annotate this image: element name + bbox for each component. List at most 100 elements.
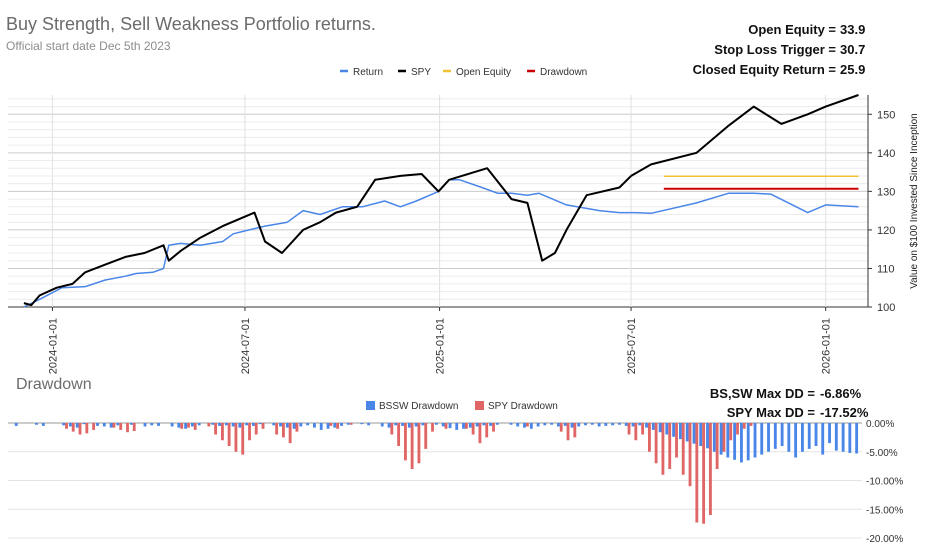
dd-bar-bssw xyxy=(794,423,798,458)
dd-bar-spy xyxy=(424,423,428,449)
x-tick-label: 2024-07-01 xyxy=(240,318,252,374)
dd-bar-bssw xyxy=(787,423,791,452)
dd-bar-bssw xyxy=(116,423,120,426)
y-tick-label: 120 xyxy=(877,225,895,237)
dd-bar-spy xyxy=(478,423,482,444)
legend-label: Drawdown xyxy=(540,67,587,78)
dd-bar-bssw xyxy=(35,423,38,425)
dd-bar-bssw xyxy=(529,423,533,429)
dd-bar-spy xyxy=(329,423,333,426)
dd-bar-bssw xyxy=(333,423,337,428)
dd-bar-bssw xyxy=(218,423,221,426)
dd-tick-label: -5.00% xyxy=(866,448,898,459)
dd-bar-spy xyxy=(85,423,89,434)
dd-bar-bssw xyxy=(692,423,696,444)
dd-bar-spy xyxy=(112,423,116,428)
dd-bar-bssw xyxy=(767,423,770,452)
x-tick-label: 2024-01-01 xyxy=(47,318,59,374)
dd-bar-spy xyxy=(261,423,265,429)
dd-legend-label: SPY Drawdown xyxy=(488,401,558,412)
dd-bar-bssw xyxy=(706,423,709,449)
y-tick-label: 130 xyxy=(877,186,895,198)
dd-bar-bssw xyxy=(306,423,310,426)
stat-stop-loss: Stop Loss Trigger = 30.7 xyxy=(650,42,870,60)
dd-bar-spy xyxy=(526,423,529,427)
dd-bar-bssw xyxy=(712,423,716,452)
dd-bar-spy xyxy=(241,423,245,455)
dd-bar-bssw xyxy=(468,423,472,428)
dd-legend-swatch xyxy=(366,401,375,410)
stat-label: BS,SW Max DD = xyxy=(709,386,815,401)
legend-label: Return xyxy=(353,67,383,78)
dd-bar-bssw xyxy=(496,423,499,425)
dd-bar-bssw xyxy=(299,423,303,427)
legend-label: Open Equity xyxy=(456,67,511,78)
dd-bar-spy xyxy=(336,423,340,429)
dd-bar-spy xyxy=(444,423,448,429)
series-line-return xyxy=(23,179,859,308)
dd-legend-swatch xyxy=(475,401,484,410)
dd-bar-bssw xyxy=(828,423,831,444)
dd-bar-bssw xyxy=(258,423,262,425)
dd-bar-bssw xyxy=(272,423,276,426)
equity-stats: Open Equity = 33.9 Stop Loss Trigger = 3… xyxy=(650,22,870,82)
dd-bar-bssw xyxy=(75,423,79,428)
dd-bar-bssw xyxy=(401,423,404,426)
dd-bar-spy xyxy=(214,423,218,435)
dd-bar-spy xyxy=(559,423,563,432)
dd-bar-bssw xyxy=(82,423,86,425)
dd-bar-bssw xyxy=(821,423,825,455)
dd-bar-bssw xyxy=(285,423,289,428)
dd-bar-spy xyxy=(234,423,238,452)
dd-bar-spy xyxy=(132,423,136,432)
stat-value: 30.7 xyxy=(840,42,866,57)
legend-label: SPY xyxy=(411,67,431,78)
dd-bar-bssw xyxy=(536,423,540,427)
dd-bar-bssw xyxy=(597,423,601,427)
dd-bar-spy xyxy=(742,423,746,429)
dd-bar-spy xyxy=(634,423,638,441)
dd-bar-bssw xyxy=(279,423,282,427)
dd-bar-bssw xyxy=(475,423,479,427)
dd-bar-bssw xyxy=(557,423,560,427)
dd-bar-bssw xyxy=(360,423,364,425)
dd-bar-spy xyxy=(681,423,685,475)
dd-bar-bssw xyxy=(584,423,587,426)
dd-bar-bssw xyxy=(834,423,838,451)
stat-value: -6.86% xyxy=(820,386,862,401)
dd-bar-bssw xyxy=(62,423,66,426)
dd-bar-spy xyxy=(193,423,197,430)
dd-bar-spy xyxy=(492,423,495,432)
dd-bar-bssw xyxy=(543,423,547,426)
dd-bar-bssw xyxy=(455,423,459,430)
dd-bar-spy xyxy=(180,423,184,429)
dd-bar-spy xyxy=(254,423,258,435)
dd-bar-bssw xyxy=(733,423,737,460)
dd-bar-spy xyxy=(119,423,123,430)
dd-bar-bssw xyxy=(319,423,323,430)
dd-bar-spy xyxy=(702,423,706,524)
dd-bar-bssw xyxy=(441,423,445,427)
stat-bssw-max-dd: BS,SW Max DD = -6.86% xyxy=(660,386,875,404)
dd-bar-spy xyxy=(729,423,733,441)
dd-bar-spy xyxy=(749,423,753,426)
dd-bar-bssw xyxy=(746,423,750,461)
dd-bar-spy xyxy=(485,423,489,438)
dd-bar-bssw xyxy=(130,423,133,425)
stat-open-equity: Open Equity = 33.9 xyxy=(650,22,870,40)
dd-bar-bssw xyxy=(841,423,845,452)
dd-bar-bssw xyxy=(773,423,777,449)
dd-bar-bssw xyxy=(570,423,574,428)
dd-bar-spy xyxy=(648,423,651,452)
dd-bar-bssw xyxy=(340,423,343,426)
dd-bar-bssw xyxy=(638,423,642,426)
dd-bar-spy xyxy=(126,423,129,433)
dd-bar-spy xyxy=(641,423,645,435)
x-tick-label: 2025-07-01 xyxy=(626,318,638,374)
dd-bar-bssw xyxy=(550,423,554,425)
dd-bar-bssw xyxy=(651,423,655,430)
dd-bar-spy xyxy=(275,423,279,435)
returns-line-chart: 100 110 120 130 140 150 Value on $100 Invested… xyxy=(8,67,920,374)
series-line-spy xyxy=(23,94,859,307)
dd-bar-bssw xyxy=(855,423,859,454)
